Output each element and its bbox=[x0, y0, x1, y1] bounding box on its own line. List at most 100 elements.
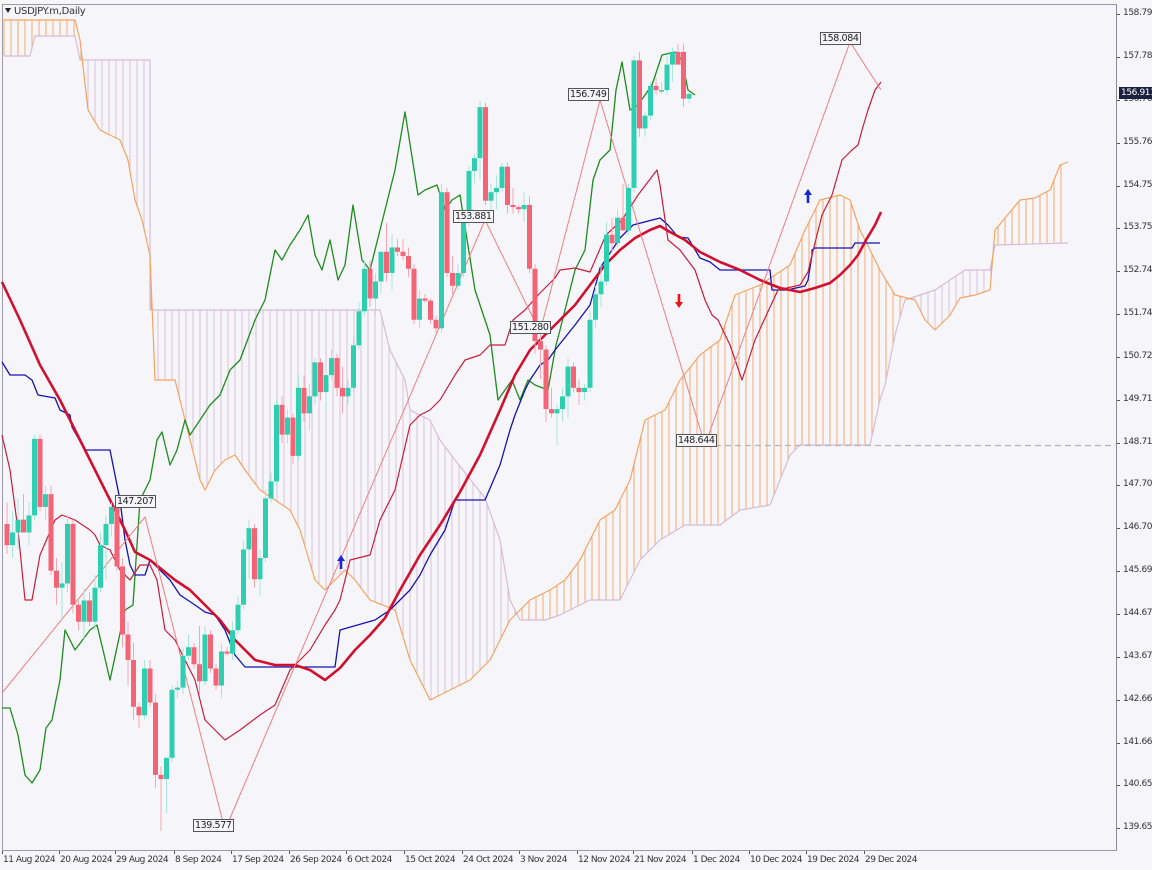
bullish-candle bbox=[477, 107, 483, 159]
bullish-candle bbox=[466, 170, 472, 222]
bearish-candle bbox=[505, 166, 510, 205]
bullish-candle bbox=[241, 549, 246, 605]
bullish-candle bbox=[175, 687, 180, 690]
price-label: 141.660 bbox=[1123, 736, 1152, 747]
bullish-candle bbox=[312, 362, 318, 397]
price-tick bbox=[1117, 142, 1120, 144]
time-tick bbox=[346, 851, 347, 854]
bullish-candle bbox=[378, 251, 384, 282]
price-tick bbox=[1117, 399, 1120, 401]
bullish-candle bbox=[268, 481, 274, 499]
time-tick bbox=[289, 851, 290, 854]
bearish-candle bbox=[637, 60, 642, 129]
swing-price-label: 148.644 bbox=[676, 434, 717, 447]
bearish-candle bbox=[532, 268, 538, 342]
bearish-candle bbox=[197, 664, 202, 682]
price-label: 139.650 bbox=[1123, 822, 1152, 832]
bullish-candle bbox=[219, 651, 224, 686]
bearish-candle bbox=[367, 268, 373, 299]
bearish-candle bbox=[576, 387, 582, 393]
bearish-candle bbox=[70, 523, 76, 605]
bearish-candle bbox=[400, 251, 406, 256]
bullish-candle bbox=[345, 387, 351, 397]
time-tick bbox=[115, 851, 116, 854]
bearish-candle bbox=[620, 217, 626, 231]
bullish-candle bbox=[626, 187, 631, 231]
bullish-candle bbox=[65, 523, 70, 584]
bearish-candle bbox=[301, 387, 307, 414]
bullish-candle bbox=[32, 438, 37, 516]
bullish-candle bbox=[15, 519, 21, 533]
price-label: 140.655 bbox=[1123, 779, 1152, 790]
bearish-candle bbox=[136, 706, 142, 716]
bearish-candle bbox=[549, 409, 554, 414]
chart-title: USDJPY.m,Daily bbox=[5, 6, 86, 17]
date-label: 15 Oct 2024 bbox=[405, 855, 456, 865]
bullish-candle bbox=[362, 268, 367, 312]
bullish-candle bbox=[582, 387, 587, 393]
price-tick bbox=[1117, 442, 1120, 444]
bearish-candle bbox=[147, 668, 153, 703]
bullish-candle bbox=[373, 281, 378, 299]
time-tick bbox=[519, 851, 520, 854]
date-label: 29 Dec 2024 bbox=[865, 855, 918, 865]
bullish-candle bbox=[59, 583, 65, 588]
price-label: 142.665 bbox=[1123, 693, 1152, 704]
swing-price-label: 147.207 bbox=[115, 495, 156, 508]
time-tick bbox=[692, 851, 693, 854]
bullish-candle bbox=[565, 366, 571, 397]
date-label: 29 Aug 2024 bbox=[116, 855, 169, 865]
bullish-candle bbox=[593, 294, 598, 320]
swing-price-label: 151.280 bbox=[510, 321, 551, 334]
bearish-candle bbox=[433, 319, 439, 329]
bearish-candle bbox=[334, 358, 340, 388]
price-label: 154.755 bbox=[1123, 179, 1152, 190]
bullish-candle bbox=[109, 506, 114, 524]
price-tick bbox=[1117, 614, 1120, 616]
tenkan-sen-line bbox=[1, 81, 882, 741]
date-label: 21 Nov 2024 bbox=[634, 855, 687, 865]
buy-arrow-icon bbox=[337, 555, 345, 569]
bullish-candle bbox=[285, 417, 290, 435]
time-tick bbox=[174, 851, 175, 854]
bullish-candle bbox=[202, 634, 208, 682]
price-label: 156.765 bbox=[1123, 94, 1152, 105]
swing-price-label: 156.749 bbox=[568, 88, 609, 101]
bullish-candle bbox=[648, 85, 653, 116]
price-label: 155.760 bbox=[1123, 136, 1152, 147]
bearish-candle bbox=[510, 204, 516, 208]
bullish-candle bbox=[186, 647, 191, 656]
bearish-candle bbox=[444, 192, 450, 273]
bullish-candle bbox=[10, 532, 15, 546]
dropdown-triangle-icon[interactable] bbox=[5, 8, 11, 13]
bearish-candle bbox=[153, 702, 158, 775]
bullish-candle bbox=[307, 396, 312, 414]
bullish-candle bbox=[631, 60, 637, 188]
bearish-candle bbox=[120, 566, 125, 635]
bearish-candle bbox=[483, 107, 488, 201]
moving-average-line bbox=[0, 211, 883, 682]
time-tick bbox=[806, 851, 807, 854]
price-tick bbox=[1117, 528, 1120, 530]
date-label: 26 Sep 2024 bbox=[290, 855, 342, 865]
bearish-candle bbox=[191, 647, 197, 665]
bearish-candle bbox=[125, 634, 131, 661]
bullish-candle bbox=[230, 630, 235, 654]
bearish-candle bbox=[279, 404, 285, 435]
price-label: 148.710 bbox=[1123, 436, 1152, 447]
date-label: 24 Oct 2024 bbox=[463, 855, 514, 865]
price-label: 158.790 bbox=[1123, 8, 1152, 18]
bullish-candle bbox=[389, 247, 395, 273]
bullish-candle bbox=[257, 557, 263, 580]
bearish-candle bbox=[318, 362, 323, 393]
price-tick bbox=[1117, 313, 1120, 315]
bearish-candle bbox=[54, 570, 59, 588]
bullish-candle bbox=[587, 319, 593, 388]
current-price-tag: 156.911 bbox=[1119, 87, 1152, 99]
price-label: 150.720 bbox=[1123, 351, 1152, 362]
bearish-candle bbox=[252, 528, 257, 580]
date-label: 19 Dec 2024 bbox=[807, 855, 860, 865]
time-tick bbox=[577, 851, 578, 854]
